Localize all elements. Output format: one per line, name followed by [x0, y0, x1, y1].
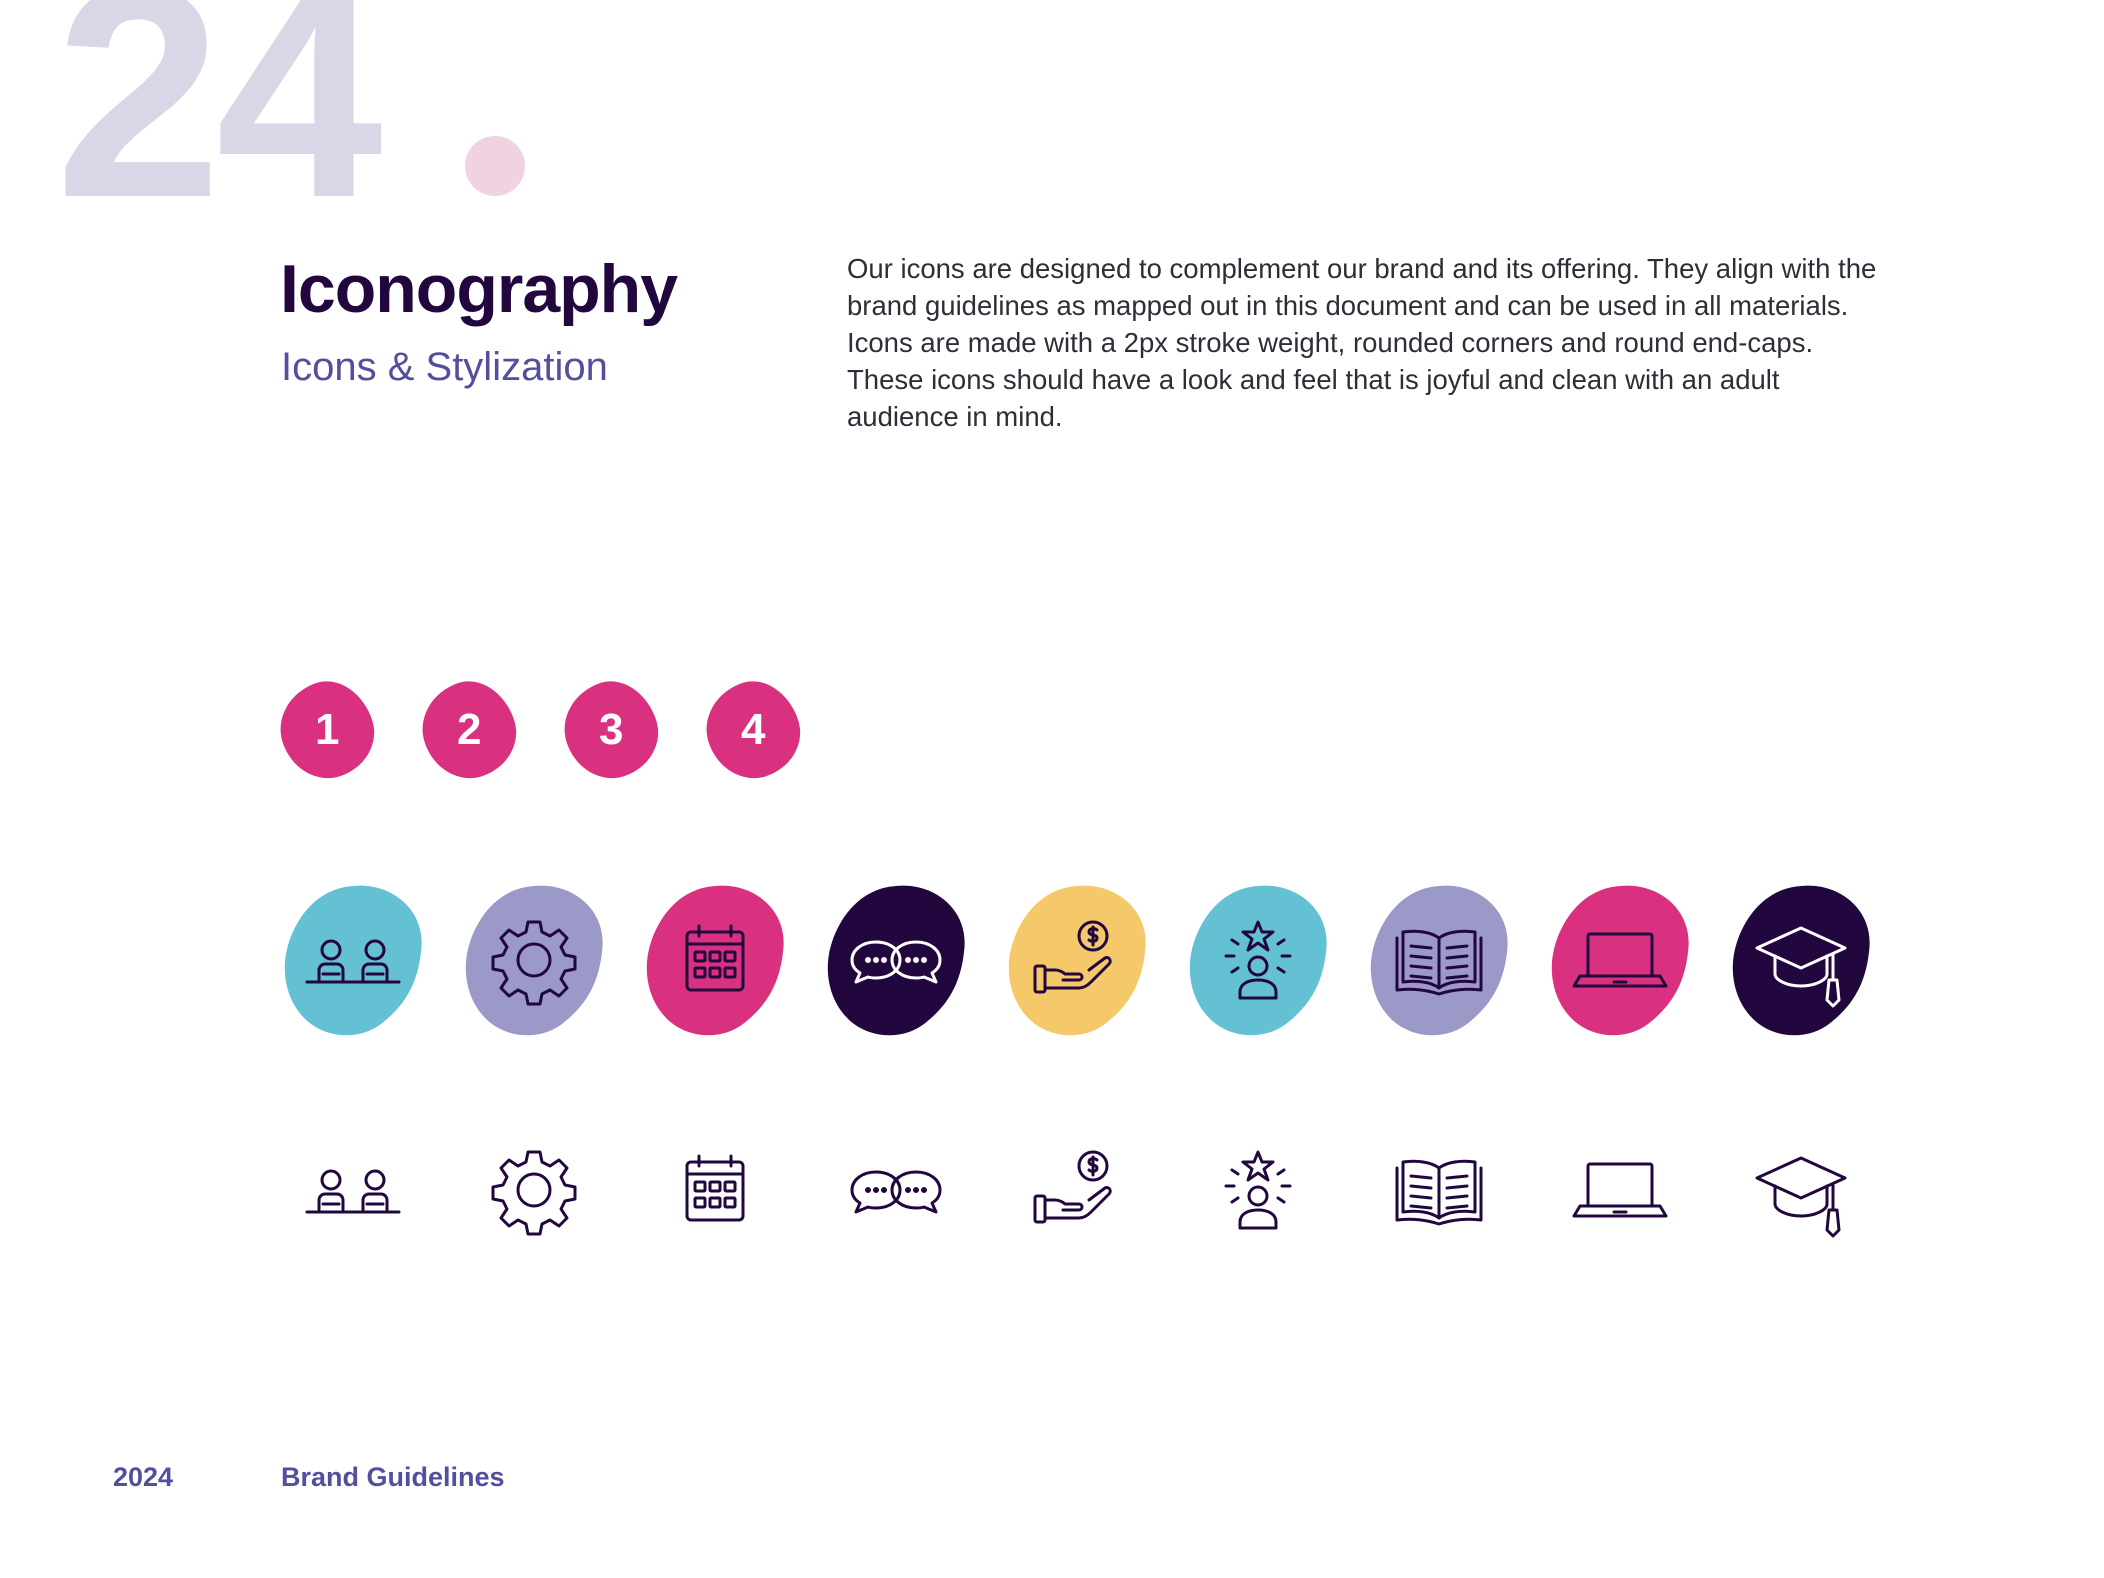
- hand-money-colored-tile: [1005, 880, 1150, 1040]
- calendar-icon: [665, 1140, 765, 1240]
- page-number-dot: [465, 136, 525, 196]
- number-badge-1: 1: [268, 670, 386, 790]
- chat-bubbles-icon: [846, 1140, 946, 1240]
- page-title: Iconography: [280, 251, 678, 327]
- gear-icon: [491, 920, 577, 1006]
- chat-bubbles-icon: [850, 940, 942, 984]
- blob-background: [1189, 885, 1327, 1036]
- star-person-colored-tile: [1186, 880, 1331, 1040]
- people-colored-tile: [281, 880, 426, 1040]
- gear-colored-tile: [462, 880, 607, 1040]
- people-icon: [305, 939, 401, 984]
- open-book-icon: [1389, 1140, 1489, 1240]
- page-number: 24: [55, 0, 383, 260]
- open-book-icon: [1395, 929, 1483, 996]
- blob-background: [465, 885, 603, 1036]
- footer-document-title: Brand Guidelines: [281, 1462, 505, 1492]
- laptop-icon: [1572, 932, 1668, 988]
- chat-bubbles-colored-tile: [824, 880, 969, 1040]
- badge-label: 4: [740, 705, 766, 755]
- badge-label: 3: [598, 705, 624, 755]
- blob-background: [1732, 885, 1870, 1036]
- number-badge-2: 2: [410, 670, 528, 790]
- blob-background: [1008, 885, 1146, 1036]
- blob-background: [284, 885, 422, 1036]
- calendar-colored-tile: [643, 880, 788, 1040]
- blob-background: [827, 885, 965, 1036]
- page-description: Our icons are designed to complement our…: [847, 253, 1877, 432]
- star-person-icon: [1208, 1140, 1308, 1240]
- footer-year: 2024: [113, 1462, 174, 1492]
- gear-icon: [484, 1140, 584, 1240]
- number-badge-3: 3: [552, 670, 670, 790]
- number-badge-4: 4: [694, 670, 812, 790]
- page-subtitle: Icons & Stylization: [281, 345, 608, 389]
- graduation-cap-colored-tile: [1729, 880, 1874, 1040]
- laptop-icon: [1570, 1140, 1670, 1240]
- open-book-colored-tile: [1367, 880, 1512, 1040]
- graduation-cap-icon: [1751, 1140, 1851, 1240]
- calendar-icon: [685, 924, 745, 992]
- blob-background: [1551, 885, 1689, 1036]
- hand-money-icon: [1027, 1140, 1127, 1240]
- laptop-colored-tile: [1548, 880, 1693, 1040]
- hand-money-icon: [1033, 920, 1112, 994]
- graduation-cap-icon: [1755, 926, 1847, 1008]
- badge-label: 2: [456, 705, 482, 755]
- star-person-icon: [1224, 920, 1292, 1000]
- badge-label: 1: [314, 705, 340, 755]
- people-icon: [303, 1140, 403, 1240]
